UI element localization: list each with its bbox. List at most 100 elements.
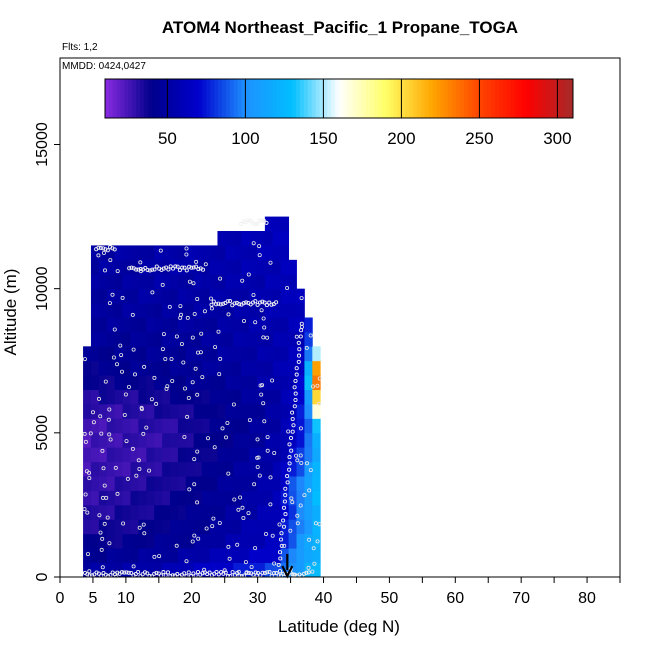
colorbar-segment: [116, 79, 122, 118]
sample-point: [270, 378, 275, 383]
y-tick-label: 0: [34, 572, 51, 581]
heatmap-cell: [177, 331, 187, 347]
colorbar-segment: [108, 79, 114, 118]
heatmap-cell: [256, 432, 266, 448]
heatmap-cell: [162, 533, 171, 549]
colorbar-segment: [249, 79, 254, 118]
sample-point: [131, 347, 136, 352]
sample-point: [294, 334, 299, 339]
sample-point: [257, 244, 262, 249]
sample-point: [213, 345, 218, 350]
heatmap-cell: [280, 375, 290, 390]
x-tick-label: 70: [512, 590, 530, 607]
heatmap-cell: [296, 519, 305, 535]
sample-point: [115, 491, 120, 496]
heatmap-cell: [217, 476, 226, 491]
heatmap-cell: [217, 274, 226, 290]
sample-point: [84, 469, 89, 474]
sample-point: [179, 341, 184, 346]
sample-point: [212, 445, 217, 450]
heatmap-cell: [162, 432, 171, 448]
heatmap-cell: [177, 418, 187, 434]
heatmap-cell: [201, 317, 210, 333]
heatmap-cell: [296, 303, 305, 318]
colorbar-segment: [502, 79, 508, 118]
heatmap-cell: [296, 461, 305, 477]
sample-point: [272, 561, 277, 566]
heatmap-cell: [185, 432, 195, 448]
sample-point: [118, 343, 123, 348]
heatmap-cell: [288, 274, 297, 290]
heatmap-cell: [304, 490, 313, 506]
heatmap-cell: [264, 548, 274, 563]
heatmap-cell: [114, 476, 123, 491]
heatmap-cell: [256, 360, 266, 376]
heatmap-cell: [280, 317, 290, 333]
heatmap-cell: [280, 389, 290, 405]
track-point: [168, 573, 173, 579]
heatmap-cell: [90, 461, 100, 477]
heatmap-cell: [241, 404, 250, 419]
track-point: [246, 570, 251, 576]
sample-point: [252, 482, 257, 487]
heatmap-cell: [304, 548, 313, 563]
heatmap-cell: [162, 418, 171, 434]
heatmap-cell: [241, 389, 250, 405]
heatmap-cell: [122, 562, 131, 578]
heatmap-cell: [154, 447, 163, 463]
colorbar-segment: [163, 79, 168, 118]
track-point: [262, 571, 267, 576]
heatmap-cell: [288, 360, 297, 376]
heatmap-cell: [146, 447, 155, 463]
track-point: [299, 321, 304, 326]
track-point: [166, 267, 171, 272]
heatmap-cell: [90, 447, 100, 463]
heatmap-cell: [138, 533, 147, 549]
sample-point: [112, 327, 117, 332]
heatmap-cell: [272, 288, 282, 304]
heatmap-cell: [154, 288, 163, 304]
heatmap-cell: [201, 346, 210, 362]
heatmap-cell: [177, 533, 187, 549]
heatmap-cell: [177, 288, 187, 304]
heatmap-cell: [233, 461, 242, 477]
heatmap-cell: [146, 346, 155, 362]
track-point: [193, 264, 199, 269]
track-point: [187, 264, 192, 269]
heatmap-cell: [288, 533, 297, 549]
heatmap-cell: [264, 519, 274, 535]
heatmap-cell: [272, 231, 282, 246]
x-tick-label: 10: [117, 590, 135, 607]
heatmap-cell: [193, 490, 203, 506]
sample-point: [142, 531, 147, 536]
heatmap-cell: [106, 245, 116, 261]
heatmap-cell: [90, 519, 100, 535]
colorbar-segment: [147, 79, 153, 118]
sample-point: [226, 312, 231, 317]
track-point: [278, 556, 283, 561]
heatmap-cell: [201, 274, 210, 290]
heatmap-cell: [177, 389, 187, 405]
sample-point: [268, 502, 273, 507]
heatmap-cell: [296, 346, 305, 362]
heatmap-cell: [98, 548, 108, 563]
sample-point: [124, 439, 129, 444]
track-point: [281, 524, 287, 529]
heatmap-cell: [264, 331, 274, 347]
heatmap-cell: [288, 288, 297, 304]
heatmap-cell: [225, 360, 234, 376]
heatmap-cell: [201, 375, 210, 390]
heatmap-cell: [90, 303, 100, 318]
sample-point: [185, 315, 190, 320]
heatmap-cell: [170, 533, 179, 549]
heatmap-cell: [98, 504, 108, 520]
heatmap-cell: [256, 418, 266, 434]
heatmap-cell: [241, 562, 250, 578]
heatmap-cell: [233, 245, 242, 261]
heatmap-cell: [177, 519, 187, 535]
heatmap-cell: [256, 288, 266, 304]
heatmap-cell: [122, 317, 131, 333]
colorbar-segment: [303, 79, 309, 118]
sample-point: [307, 488, 312, 493]
heatmap-cell: [98, 288, 108, 304]
